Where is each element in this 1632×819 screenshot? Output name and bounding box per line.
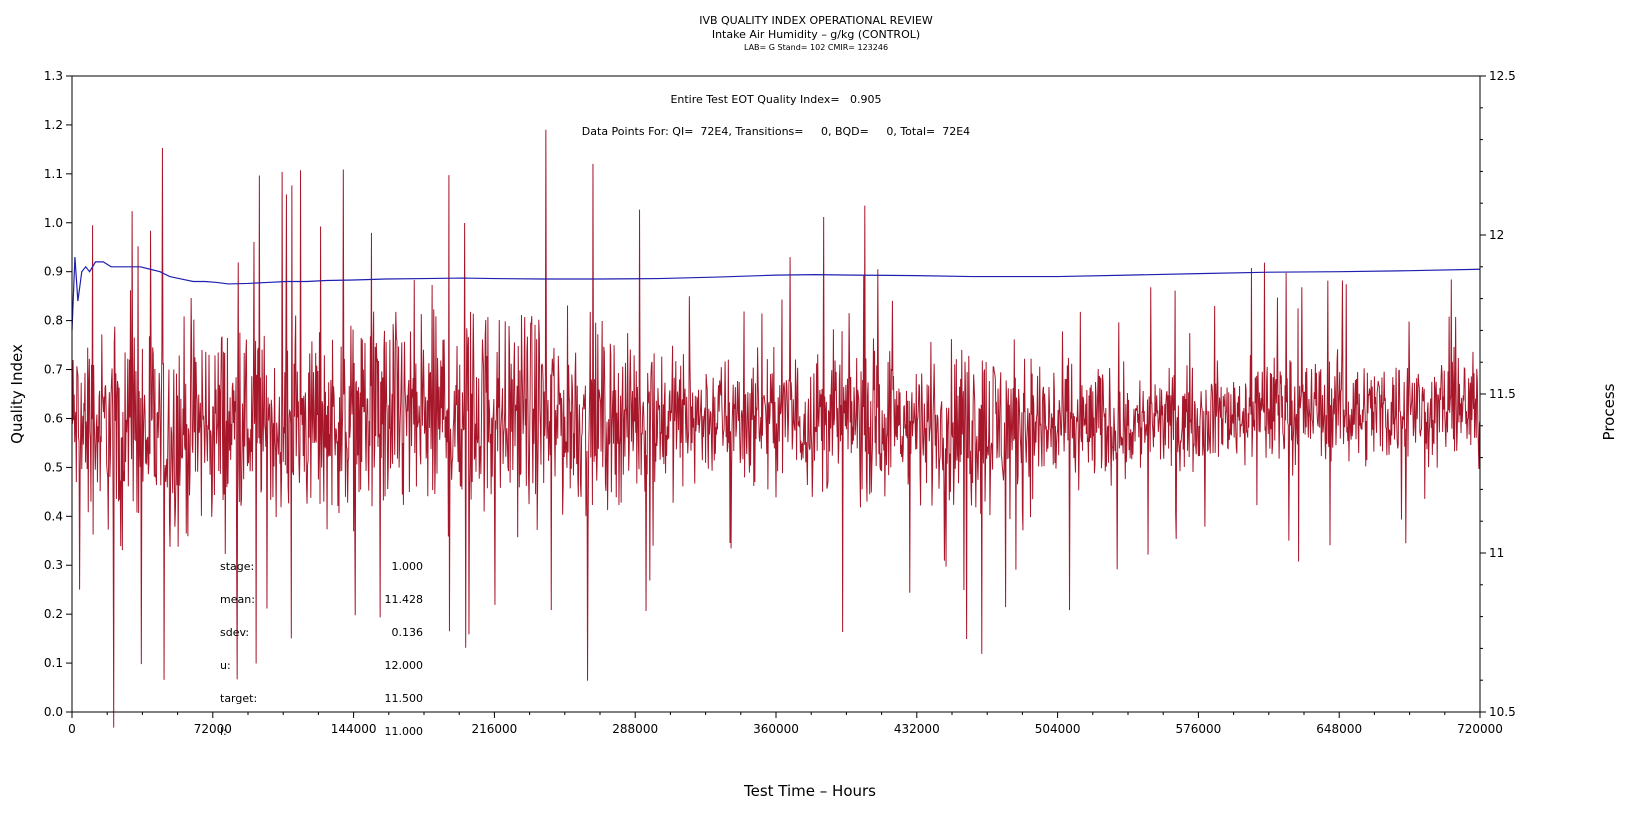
stat-label: l: bbox=[220, 725, 227, 738]
y-left-tick-label: 0.0 bbox=[44, 705, 63, 719]
quality-index-trace bbox=[71, 256, 1481, 331]
y-left-tick-label: 0.6 bbox=[44, 411, 63, 425]
stat-value: 1.000 bbox=[392, 560, 424, 573]
y-left-tick-label: 1.1 bbox=[44, 167, 63, 181]
y-left-tick-label: 0.8 bbox=[44, 314, 63, 328]
x-tick-label: 504000 bbox=[1035, 722, 1081, 736]
x-tick-label: 576000 bbox=[1175, 722, 1221, 736]
x-tick-label: 288000 bbox=[612, 722, 658, 736]
stat-label: stage: bbox=[220, 560, 254, 573]
y-axis-left: 0.0 0.1 0.2 0.3 0.4 0.5 0.6 0.7 0.8 0.9 1.0 1.1 1.2 1… bbox=[44, 69, 72, 719]
y-left-tick-label: 0.1 bbox=[44, 656, 63, 670]
y-left-tick-label: 1.0 bbox=[44, 216, 63, 230]
stat-label: sdev: bbox=[220, 626, 249, 639]
y-right-tick-label: 10.5 bbox=[1489, 705, 1516, 719]
y-left-tick-label: 1.3 bbox=[44, 69, 63, 83]
x-tick-label: 144000 bbox=[331, 722, 377, 736]
y-right-tick-label: 11 bbox=[1489, 546, 1504, 560]
stat-value: 11.500 bbox=[385, 692, 424, 705]
y-axis-right-label: Process bbox=[1600, 383, 1618, 440]
x-axis-label: Test Time – Hours bbox=[743, 782, 876, 800]
y-left-tick-label: 0.7 bbox=[44, 363, 63, 377]
stat-value: 11.428 bbox=[385, 593, 424, 606]
y-left-tick-label: 0.5 bbox=[44, 460, 63, 474]
chart-subtitle-lab: LAB= G Stand= 102 CMIR= 123246 bbox=[743, 43, 889, 52]
y-right-tick-label: 12 bbox=[1489, 228, 1504, 242]
stat-label: u: bbox=[220, 659, 231, 672]
x-axis: 0 72000 144000 216000 288000 360000 432000 5040… bbox=[68, 712, 1503, 736]
plot-frame bbox=[71, 75, 1481, 713]
y-left-tick-label: 0.2 bbox=[44, 607, 63, 621]
x-tick-label: 216000 bbox=[471, 722, 517, 736]
x-tick-label: 432000 bbox=[894, 722, 940, 736]
statistics-table: stage: 1.000 mean: 11.428 sdev: 0.136 u: 12.000… bbox=[220, 560, 423, 738]
stat-value: 0.136 bbox=[392, 626, 424, 639]
stat-value: 12.000 bbox=[385, 659, 424, 672]
x-tick-label: 648000 bbox=[1316, 722, 1362, 736]
stat-label: mean: bbox=[220, 593, 255, 606]
y-axis-right: 10.5 11 11.5 12 12.5 bbox=[1480, 69, 1516, 719]
chart-subtitle: Intake Air Humidity – g/kg (CONTROL) bbox=[711, 28, 921, 41]
quality-index-series bbox=[71, 256, 1481, 331]
y-left-tick-label: 0.3 bbox=[44, 558, 63, 572]
x-tick-label: 72000 bbox=[194, 722, 232, 736]
y-axis-left-label: Quality Index bbox=[8, 344, 26, 444]
process-series bbox=[71, 129, 1481, 728]
x-tick-label: 720000 bbox=[1457, 722, 1503, 736]
process-trace bbox=[71, 129, 1481, 728]
y-right-tick-label: 12.5 bbox=[1489, 69, 1516, 83]
x-tick-label: 360000 bbox=[753, 722, 799, 736]
y-right-tick-label: 11.5 bbox=[1489, 387, 1516, 401]
stat-value: 11.000 bbox=[385, 725, 424, 738]
stat-label: target: bbox=[220, 692, 257, 705]
data-points-note: Data Points For: QI= 72E4, Transitions= … bbox=[582, 125, 970, 138]
y-left-tick-label: 0.9 bbox=[44, 265, 63, 279]
y-left-tick-label: 0.4 bbox=[44, 509, 63, 523]
y-left-tick-label: 1.2 bbox=[44, 118, 63, 132]
x-tick-label: 0 bbox=[68, 722, 76, 736]
chart-title: IVB QUALITY INDEX OPERATIONAL REVIEW bbox=[699, 14, 933, 27]
eot-quality-index-note: Entire Test EOT Quality Index= 0.905 bbox=[670, 93, 881, 106]
